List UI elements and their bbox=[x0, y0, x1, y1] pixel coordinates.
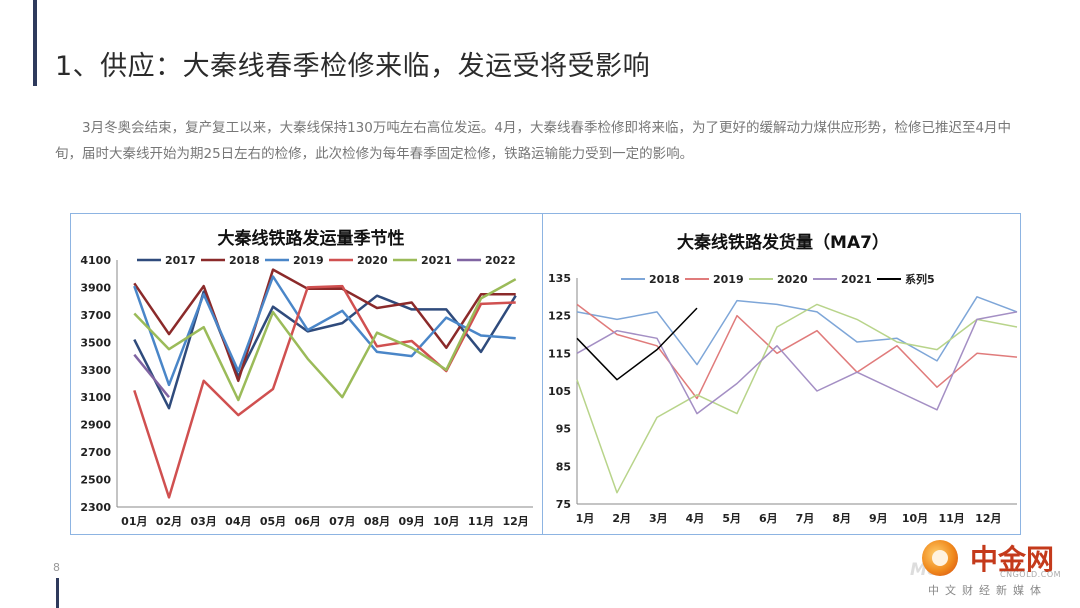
legend-label: 2018 bbox=[649, 273, 680, 286]
legend-label: 2020 bbox=[777, 273, 808, 286]
y-tick-label: 125 bbox=[548, 310, 571, 323]
y-tick-label: 3100 bbox=[80, 391, 111, 404]
x-tick-label: 07月 bbox=[329, 515, 355, 528]
x-tick-label: 08月 bbox=[364, 515, 390, 528]
y-tick-label: 3900 bbox=[80, 281, 111, 294]
series-line-2020 bbox=[576, 303, 1018, 494]
legend-label: 2017 bbox=[165, 254, 196, 267]
body-paragraph: 3月冬奥会结束，复产复工以来，大秦线保持130万吨左右高位发运。4月，大秦线春季… bbox=[55, 120, 1012, 162]
x-tick-label: 1月 bbox=[576, 512, 595, 525]
slide-title: 1、供应：大秦线春季检修来临，发运受将受影响 bbox=[55, 51, 651, 82]
title-accent-bar bbox=[33, 0, 37, 86]
x-tick-label: 8月 bbox=[832, 512, 851, 525]
y-tick-label: 2300 bbox=[80, 501, 111, 514]
series-line-2022 bbox=[133, 353, 170, 398]
legend-label: 2020 bbox=[357, 254, 388, 267]
logo-emblem-icon bbox=[922, 540, 958, 576]
y-tick-label: 115 bbox=[548, 347, 571, 360]
legend-label: 2018 bbox=[229, 254, 260, 267]
x-tick-label: 02月 bbox=[156, 515, 182, 528]
y-tick-label: 2500 bbox=[80, 474, 111, 487]
x-tick-label: 5月 bbox=[722, 512, 741, 525]
x-tick-label: 11月 bbox=[468, 515, 494, 528]
logo-tagline: 中文财经新媒体 bbox=[928, 584, 1047, 597]
ma7-chart: 大秦线铁路发货量（MA7） 75 85 95 105 115 125 135 1月 2月 3月 4月 5… bbox=[548, 232, 1018, 525]
y-tick-label: 3700 bbox=[80, 309, 111, 322]
chart-title: 大秦线铁路发货量（MA7） bbox=[677, 232, 889, 253]
charts-frame bbox=[70, 213, 1021, 535]
y-tick-label: 75 bbox=[556, 498, 571, 511]
y-tick-label: 2700 bbox=[80, 446, 111, 459]
y-tick-label: 3300 bbox=[80, 364, 111, 377]
series-line-2018 bbox=[133, 268, 516, 383]
x-tick-label: 05月 bbox=[260, 515, 286, 528]
series-line-2019 bbox=[133, 275, 516, 387]
x-tick-label: 3月 bbox=[649, 512, 668, 525]
x-tick-label: 7月 bbox=[796, 512, 815, 525]
legend-label: 2019 bbox=[293, 254, 324, 267]
x-tick-label: 4月 bbox=[686, 512, 705, 525]
y-tick-label: 3500 bbox=[80, 336, 111, 349]
series-line-2021 bbox=[576, 311, 1018, 415]
y-tick-label: 135 bbox=[548, 272, 571, 285]
cngold-logo: Mo 中金网 CNGOLD.COM 中文财经新媒体 bbox=[910, 538, 1075, 604]
x-tick-label: 2月 bbox=[612, 512, 631, 525]
x-tick-label: 9月 bbox=[869, 512, 888, 525]
x-tick-label: 01月 bbox=[121, 515, 147, 528]
logo-domain: CNGOLD.COM bbox=[1000, 570, 1062, 579]
x-tick-label: 06月 bbox=[295, 515, 321, 528]
x-tick-label: 12月 bbox=[503, 515, 529, 528]
legend-label: 2021 bbox=[421, 254, 452, 267]
x-tick-label: 10月 bbox=[902, 512, 928, 525]
legend-label: 2022 bbox=[485, 254, 516, 267]
charts-divider bbox=[542, 213, 543, 535]
series-line-2019 bbox=[576, 303, 1018, 400]
x-tick-label: 09月 bbox=[399, 515, 425, 528]
series-line-2018 bbox=[576, 296, 1018, 366]
legend-label: 2021 bbox=[841, 273, 872, 286]
y-tick-label: 4100 bbox=[80, 254, 111, 267]
seasonal-chart: 大秦线铁路发运量季节性 2300 2500 2700 2900 3100 3300 3500 3… bbox=[80, 228, 533, 528]
x-tick-label: 6月 bbox=[759, 512, 778, 525]
x-tick-label: 04月 bbox=[225, 515, 251, 528]
x-tick-label: 10月 bbox=[433, 515, 459, 528]
x-tick-label: 12月 bbox=[975, 512, 1001, 525]
x-tick-label: 03月 bbox=[191, 515, 217, 528]
legend-label: 系列5 bbox=[905, 272, 935, 286]
series-line-2021 bbox=[133, 278, 517, 402]
page-number: 8 bbox=[53, 561, 60, 574]
y-tick-label: 95 bbox=[556, 423, 571, 436]
series-line-系列5 bbox=[576, 307, 698, 381]
y-tick-label: 85 bbox=[556, 460, 571, 473]
x-tick-label: 11月 bbox=[939, 512, 965, 525]
chart-title: 大秦线铁路发运量季节性 bbox=[218, 228, 405, 249]
y-tick-label: 105 bbox=[548, 385, 571, 398]
y-tick-label: 2900 bbox=[80, 419, 111, 432]
footer-accent-bar bbox=[56, 578, 59, 608]
series-line-2020 bbox=[133, 284, 516, 499]
legend-label: 2019 bbox=[713, 273, 744, 286]
body-text: 3月冬奥会结束，复产复工以来，大秦线保持130万吨左右高位发运。4月，大秦线春季… bbox=[55, 115, 1030, 167]
logo-name: 中金网 bbox=[970, 543, 1055, 576]
